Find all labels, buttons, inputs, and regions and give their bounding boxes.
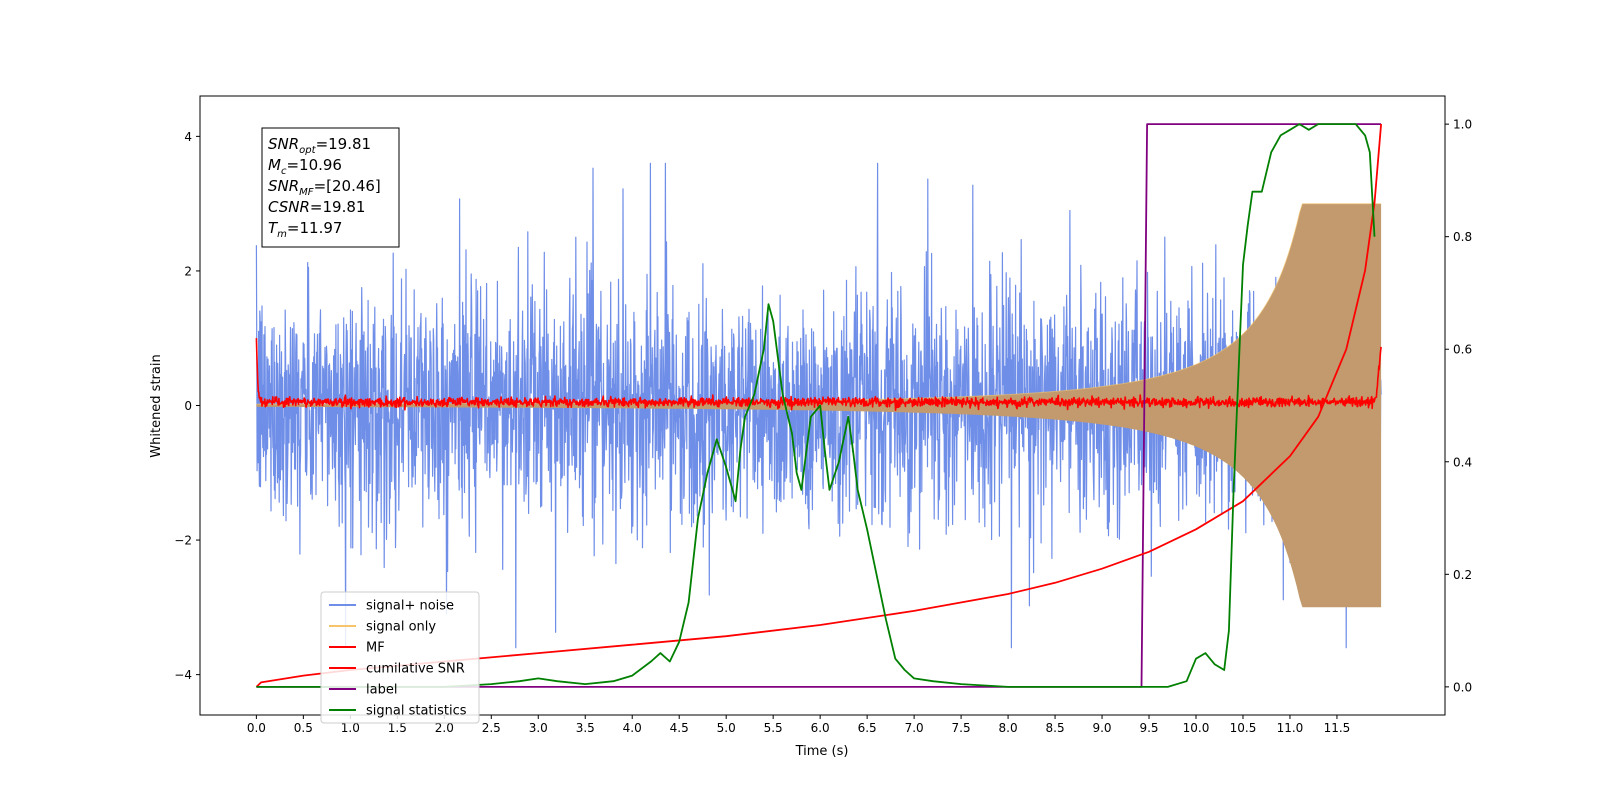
x-tick-label: 0.0 <box>247 721 266 735</box>
legend-label: label <box>366 683 397 698</box>
x-tick-label: 0.5 <box>294 721 313 735</box>
series-signal-statistics <box>256 123 1376 688</box>
legend-label: signal statistics <box>366 704 467 719</box>
series-mf <box>255 338 1382 411</box>
y-right-tick-label: 0.0 <box>1453 680 1472 694</box>
y-right-tick-label: 0.2 <box>1453 568 1472 582</box>
x-tick-label: 2.0 <box>435 721 454 735</box>
x-tick-label: 6.5 <box>858 721 877 735</box>
x-tick-label: 3.5 <box>576 721 595 735</box>
x-tick-label: 11.0 <box>1277 721 1304 735</box>
x-tick-label: 1.5 <box>388 721 407 735</box>
y-tick-label: 2 <box>184 264 192 278</box>
y-right-tick-label: 0.6 <box>1453 343 1472 357</box>
annotation-line: SNRopt=19.81 <box>268 135 371 156</box>
y-tick-label: 4 <box>184 130 192 144</box>
legend: signal+ noise signal only MF cumilative SNR… <box>320 591 480 724</box>
x-tick-label: 11.5 <box>1324 721 1351 735</box>
plot-area <box>255 123 1382 688</box>
annotation-line: Mc=10.96 <box>268 156 342 177</box>
legend-frame <box>320 591 480 724</box>
x-tick-label: 8.5 <box>1046 721 1065 735</box>
x-tick-label: 6.0 <box>811 721 830 735</box>
y-right-tick-label: 0.8 <box>1453 230 1472 244</box>
y-axis-label: Whitened strain <box>149 354 164 457</box>
x-tick-label: 1.0 <box>341 721 360 735</box>
legend-label: cumilative SNR <box>366 662 465 677</box>
y-tick-label: −4 <box>174 668 192 682</box>
x-tick-label: 7.0 <box>905 721 924 735</box>
x-tick-label: 3.0 <box>529 721 548 735</box>
x-tick-label: 10.0 <box>1183 721 1210 735</box>
x-axis-label: Time (s) <box>795 744 849 759</box>
x-tick-label: 10.5 <box>1230 721 1257 735</box>
axes: 0.0 0.5 1.0 1.5 2.0 2.5 3.0 3.5 4.0 4.5 5.0 5.5 6.0 6… <box>174 118 1472 735</box>
y-tick-label: −2 <box>174 534 192 548</box>
annotation-line: CSNR=19.81 <box>268 198 365 216</box>
annotation-line: SNRMF=[20.46] <box>268 177 381 198</box>
legend-label: MF <box>366 641 385 656</box>
x-tick-label: 5.5 <box>764 721 783 735</box>
legend-label: signal only <box>366 620 436 635</box>
x-tick-label: 9.0 <box>1092 721 1111 735</box>
x-tick-label: 9.5 <box>1139 721 1158 735</box>
annotation-line: Tm=11.97 <box>268 219 342 240</box>
x-tick-label: 4.0 <box>623 721 642 735</box>
legend-label: signal+ noise <box>366 599 454 614</box>
annotation-box: SNRopt=19.81Mc=10.96SNRMF=[20.46]CSNR=19… <box>261 127 400 248</box>
x-tick-label: 5.0 <box>717 721 736 735</box>
y-right-tick-label: 0.4 <box>1453 455 1472 469</box>
x-tick-label: 2.5 <box>482 721 501 735</box>
annotation-frame <box>261 127 400 248</box>
series-label <box>256 123 1382 688</box>
y-tick-label: 0 <box>184 399 192 413</box>
x-tick-label: 7.5 <box>952 721 971 735</box>
x-tick-label: 4.5 <box>670 721 689 735</box>
y-right-tick-label: 1.0 <box>1453 118 1472 132</box>
x-tick-label: 8.0 <box>999 721 1018 735</box>
